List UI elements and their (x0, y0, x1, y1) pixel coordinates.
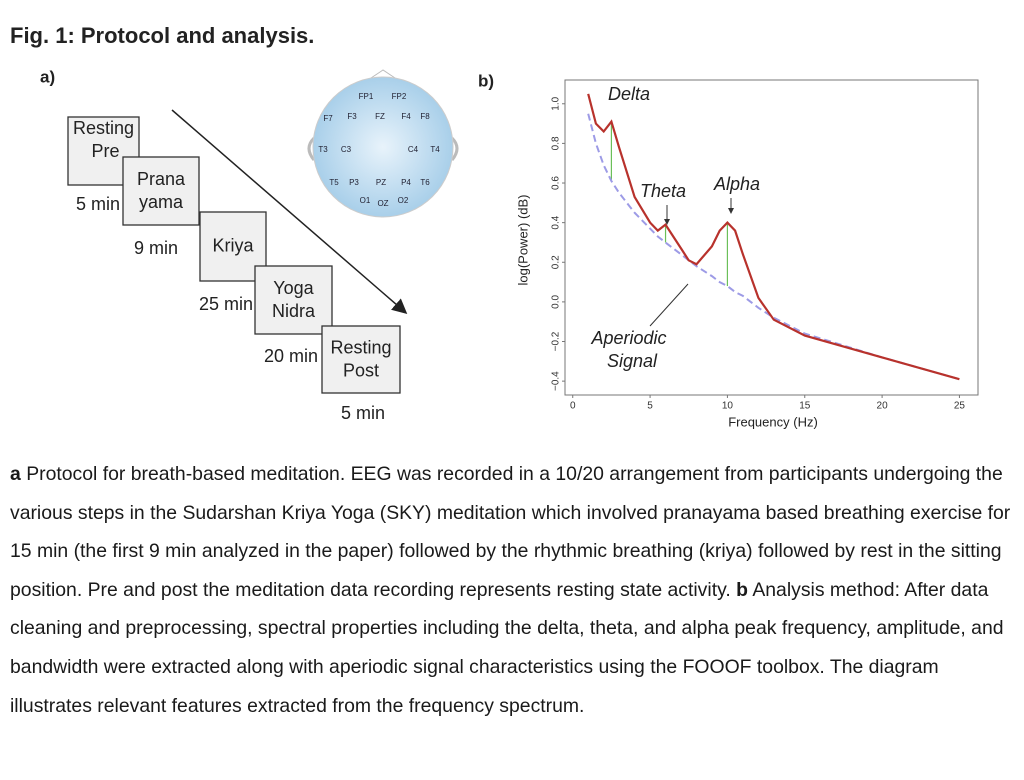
electrode-label: F4 (401, 112, 411, 121)
step-duration: 5 min (341, 403, 385, 423)
step-box (254, 265, 333, 335)
electrode-label: T6 (420, 178, 430, 187)
y-tick-label: −0.2 (551, 331, 562, 351)
caption-text: Protocol for breath-based meditation. EE… (10, 463, 1011, 601)
annotation: Signal (607, 351, 658, 371)
electrode-label: FZ (375, 112, 385, 121)
electrode-label: FP2 (392, 92, 407, 101)
spectrum-chart: 0 5 10 15 20 25 −0.4 −0.2 0.0 0.2 0.4 0.6 0.8 1.0 (551, 79, 979, 412)
x-tick-label: 25 (954, 401, 966, 412)
electrode-label: F3 (347, 112, 357, 121)
step-box (321, 325, 401, 394)
x-tick-label: 0 (570, 401, 576, 412)
y-axis-label: log(Power) (dB) (515, 194, 530, 285)
y-tick-label: 0.0 (551, 295, 562, 309)
step-label: yama (139, 192, 184, 212)
x-tick-label: 20 (877, 401, 889, 412)
step-duration: 20 min (264, 346, 318, 366)
electrode-label: F7 (323, 114, 333, 123)
figure: Fig. 1: Protocol and analysis. a) b) 0 5 1… (10, 23, 979, 429)
annotation: Delta (608, 84, 650, 104)
electrode-label: C3 (341, 145, 352, 154)
step-label: Resting (330, 337, 391, 357)
electrode-label: F8 (420, 112, 430, 121)
step-label: Pre (91, 141, 119, 161)
electrode-label: C4 (408, 145, 419, 154)
step-label: Prana (137, 169, 186, 189)
x-axis-label: Frequency (Hz) (728, 414, 818, 429)
electrode-label: T4 (430, 145, 440, 154)
electrode-label: O1 (360, 196, 371, 205)
y-tick-label: −0.4 (551, 371, 562, 391)
y-tick-label: 0.2 (551, 255, 562, 269)
x-tick-label: 10 (722, 401, 734, 412)
panel-label: b) (478, 71, 494, 90)
panel-label: a) (40, 67, 55, 86)
step-label: Kriya (212, 235, 254, 255)
electrode-label: P3 (349, 178, 359, 187)
step-duration: 25 min (199, 294, 253, 314)
step-label: Yoga (273, 278, 314, 298)
step-label: Post (343, 360, 379, 380)
spectrum-line (587, 93, 960, 381)
figure-title: Fig. 1: Protocol and analysis. (10, 23, 314, 48)
y-tick-label: 0.6 (551, 176, 562, 190)
electrode-label: FP1 (359, 92, 374, 101)
step-duration: 5 min (76, 194, 120, 214)
x-tick-label: 15 (799, 401, 811, 412)
annotation: Aperiodic (590, 328, 666, 348)
electrode-label: T5 (329, 178, 339, 187)
step-box (122, 156, 200, 226)
head (307, 69, 459, 218)
electrode-label: O2 (398, 196, 409, 205)
step-duration: 9 min (134, 238, 178, 258)
caption: a Protocol for breath-based meditation. … (10, 455, 1018, 725)
y-tick-label: 1.0 (551, 96, 562, 110)
time-arrow (171, 109, 408, 314)
step-label: Resting (73, 118, 134, 138)
y-tick-label: 0.8 (551, 136, 562, 150)
annotation: Alpha (713, 174, 760, 194)
electrode-label: PZ (376, 178, 386, 187)
electrode-label: P4 (401, 178, 411, 187)
x-tick-label: 5 (647, 401, 653, 412)
y-tick-label: 0.4 (551, 215, 562, 229)
annotation: Theta (640, 181, 686, 201)
plot-frame (564, 79, 979, 396)
caption-text: Analysis method: After data cleaning and… (10, 578, 1004, 717)
caption-label: b (736, 578, 748, 601)
electrode-label: T3 (318, 145, 328, 154)
annotation-arrow (649, 283, 689, 327)
electrode-label: OZ (377, 199, 388, 208)
step-label: Nidra (272, 301, 316, 321)
caption-label: a (10, 463, 21, 485)
